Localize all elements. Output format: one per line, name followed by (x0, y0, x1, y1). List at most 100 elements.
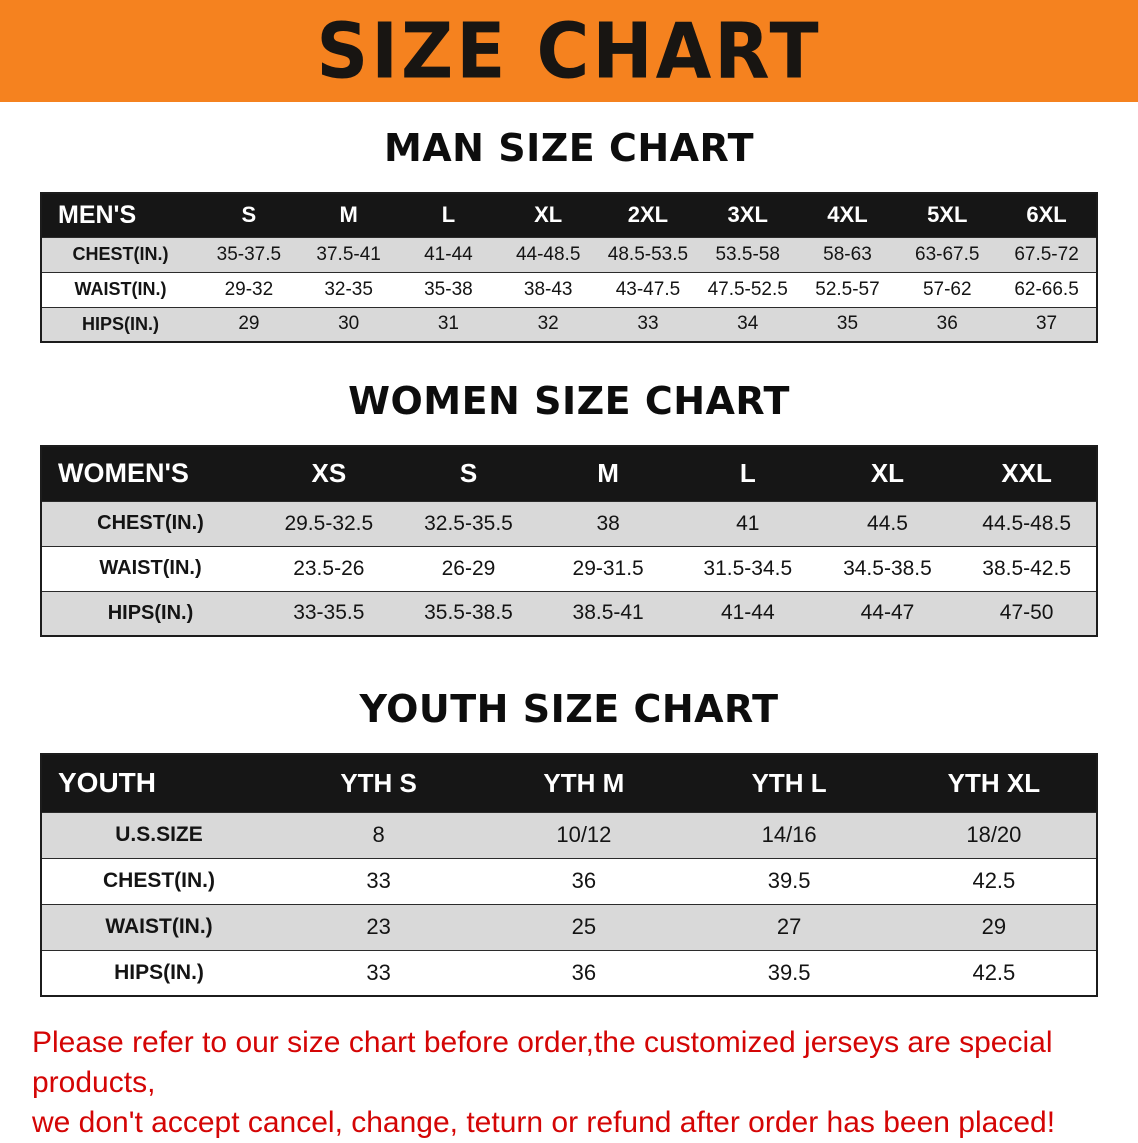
size-value-cell: 32.5-35.5 (424, 511, 513, 535)
size-value-cell: 34.5-38.5 (843, 556, 932, 580)
size-value-cell: 32 (537, 313, 559, 335)
size-header-cell: YTH S (276, 754, 482, 812)
size-value-cell: 48.5-53.5 (607, 243, 689, 265)
size-value-cell: 52.5-57 (815, 278, 880, 300)
size-value-cell: 31.5-34.5 (703, 556, 793, 580)
row-label: WAIST(IN.) (105, 915, 213, 938)
size-header-cell: 6XL (997, 193, 1097, 237)
size-header-cell: XL (817, 446, 958, 501)
size-value-cell: 31 (437, 313, 459, 335)
size-value-cell: 39.5 (767, 959, 811, 985)
size-header-cell: 2XL (598, 193, 698, 237)
men-size-table: MEN'S S M L XL 2XL 3XL 4XL 5XL 6XL CHEST(IN.) 35-37… (40, 192, 1098, 343)
table-row: CHEST(IN.) 29.5-32.5 32.5-35.5 38 41 44.5 44.5… (41, 501, 1097, 546)
row-label: HIPS(IN.) (114, 960, 204, 984)
size-value-cell: 67.5-72 (1014, 243, 1079, 265)
size-value-cell: 41 (736, 511, 760, 535)
size-value-cell: 34 (737, 313, 759, 335)
size-value-cell: 14/16 (761, 822, 817, 847)
size-value-cell: 63-67.5 (915, 243, 980, 265)
table-row: WAIST(IN.) 23 25 27 29 (41, 904, 1097, 950)
size-value-cell: 41-44 (424, 243, 473, 265)
size-value-cell: 33 (366, 959, 391, 985)
disclaimer-line-1: Please refer to our size chart before or… (32, 1026, 1053, 1099)
size-header-cell: L (398, 193, 499, 237)
size-value-cell: 44.5 (867, 511, 908, 535)
size-value-cell: 38.5-41 (572, 601, 644, 625)
row-label: CHEST(IN.) (72, 244, 169, 264)
size-header-cell: 4XL (797, 193, 898, 237)
size-header-cell: YTH L (686, 754, 892, 812)
size-value-cell: 29 (238, 313, 260, 335)
size-value-cell: 33-35.5 (293, 601, 365, 625)
size-value-cell: 35-37.5 (216, 243, 282, 265)
youth-size-table: YOUTH YTH S YTH M YTH L YTH XL U.S.SIZE 8 10/12… (40, 753, 1098, 997)
row-label: CHEST(IN.) (97, 512, 204, 534)
table-header-row: MEN'S S M L XL 2XL 3XL 4XL 5XL 6XL (41, 193, 1097, 237)
size-value-cell: 38 (596, 511, 620, 535)
size-header-cell: YTH M (481, 754, 687, 812)
size-value-cell: 32-35 (324, 278, 373, 300)
size-header-cell: S (398, 446, 539, 501)
size-value-cell: 37.5-41 (316, 243, 381, 265)
row-label: U.S.SIZE (115, 823, 203, 846)
disclaimer-line-2: we don't accept cancel, change, teturn o… (32, 1106, 1056, 1139)
size-value-cell: 41-44 (720, 601, 775, 625)
women-section-heading: WOMEN SIZE CHART (348, 379, 790, 423)
size-value-cell: 8 (372, 822, 385, 847)
row-label: WAIST(IN.) (99, 557, 202, 579)
youth-section-heading: YOUTH SIZE CHART (359, 687, 779, 731)
size-value-cell: 26-29 (441, 556, 496, 580)
size-value-cell: 25 (571, 914, 597, 939)
banner-title: SIZE CHART (316, 6, 822, 96)
table-title-cell: YOUTH (41, 754, 276, 812)
size-value-cell: 35.5-38.5 (424, 601, 513, 625)
size-value-cell: 44.5-48.5 (982, 511, 1072, 535)
row-label: HIPS(IN.) (107, 601, 194, 624)
table-row: WAIST(IN.) 29-32 32-35 35-38 38-43 43-47.5 47.… (41, 272, 1097, 307)
size-value-cell: 36 (571, 868, 597, 893)
size-header-cell: YTH XL (891, 754, 1097, 812)
size-value-cell: 23 (366, 914, 391, 939)
size-value-cell: 35-38 (424, 278, 473, 300)
men-section-heading: MAN SIZE CHART (383, 126, 755, 170)
size-value-cell: 58-63 (823, 243, 872, 265)
size-value-cell: 57-62 (922, 278, 972, 300)
size-value-cell: 53.5-58 (715, 243, 780, 265)
size-value-cell: 33 (366, 868, 391, 893)
row-label: HIPS(IN.) (81, 313, 159, 334)
size-value-cell: 38.5-42.5 (982, 556, 1072, 580)
size-header-cell: XS (259, 446, 399, 501)
size-value-cell: 36 (571, 959, 597, 985)
size-value-cell: 62-66.5 (1014, 278, 1079, 300)
size-value-cell: 47-50 (999, 601, 1054, 625)
size-value-cell: 35 (836, 313, 859, 335)
size-value-cell: 39.5 (767, 868, 811, 893)
size-value-cell: 33 (637, 313, 659, 335)
size-header-cell: S (199, 193, 299, 237)
size-value-cell: 29.5-32.5 (284, 511, 374, 535)
size-header-cell: M (538, 446, 678, 501)
size-header-cell: XXL (957, 446, 1097, 501)
table-title-cell: MEN'S (41, 193, 199, 237)
size-value-cell: 44-48.5 (515, 243, 581, 265)
size-value-cell: 27 (776, 914, 802, 939)
size-value-cell: 44-47 (860, 601, 915, 625)
size-value-cell: 36 (936, 313, 958, 335)
size-value-cell: 29-31.5 (572, 556, 644, 580)
table-row: CHEST(IN.) 33 36 39.5 42.5 (41, 858, 1097, 904)
row-label: WAIST(IN.) (74, 279, 167, 299)
table-header-row: WOMEN'S XS S M L XL XXL (41, 446, 1097, 501)
size-header-cell: L (677, 446, 818, 501)
women-size-table: WOMEN'S XS S M L XL XXL CHEST(IN.) 29.5-32.5 32.5… (40, 445, 1098, 637)
size-value-cell: 43-47.5 (615, 278, 681, 300)
table-row: U.S.SIZE 8 10/12 14/16 18/20 (41, 812, 1097, 858)
table-row: HIPS(IN.) 33 36 39.5 42.5 (41, 950, 1097, 996)
table-row: CHEST(IN.) 35-37.5 37.5-41 41-44 44-48.5 48.5… (41, 237, 1097, 272)
size-header-cell: 5XL (897, 193, 998, 237)
size-value-cell: 42.5 (972, 959, 1016, 985)
size-header-cell: XL (498, 193, 599, 237)
size-value-cell: 42.5 (972, 868, 1016, 893)
size-value-cell: 23.5-26 (293, 556, 365, 580)
table-row: WAIST(IN.) 23.5-26 26-29 29-31.5 31.5-34.5 34… (41, 546, 1097, 591)
